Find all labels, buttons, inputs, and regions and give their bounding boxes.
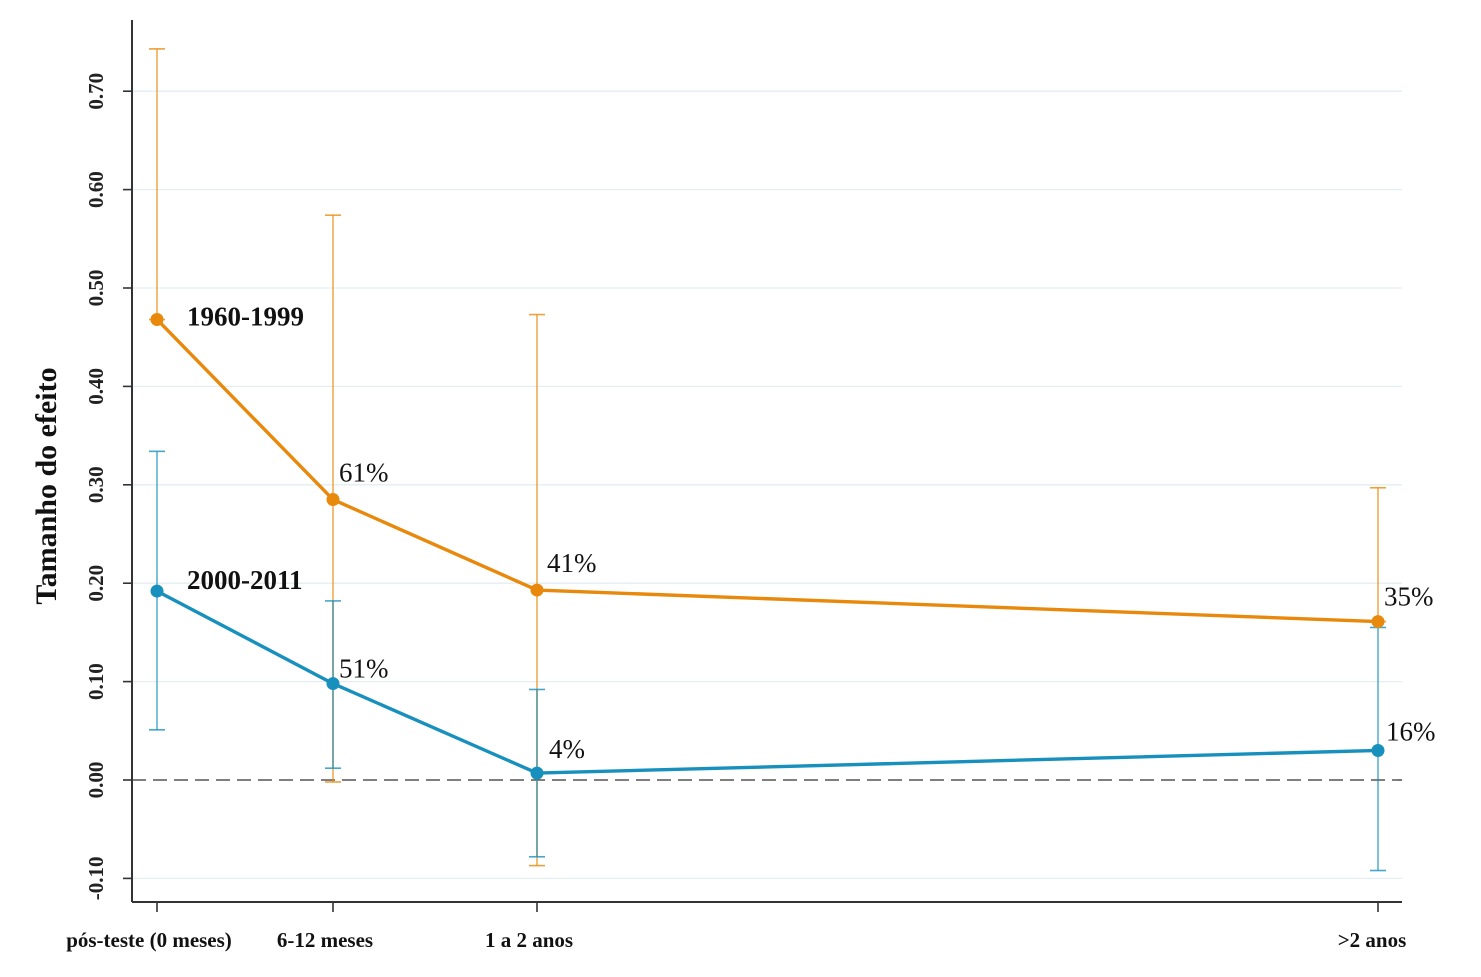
series-lines: [155, 318, 1379, 775]
y-tick-label: 0.30: [84, 466, 108, 503]
gridlines: [132, 90, 1402, 880]
data-labels: 61% 41% 35% 1960-1999 51% 4% 16% 2000-2011: [187, 301, 1436, 764]
data-label: 61%: [339, 458, 389, 488]
x-tick-label: >2 anos: [1338, 928, 1407, 952]
axes: [123, 20, 1402, 912]
x-tick-label: pós-teste (0 meses): [66, 928, 232, 952]
y-tick-label: 0.10: [84, 663, 108, 700]
series-name-label: 1960-1999: [187, 301, 304, 331]
y-tick-label: 0.70: [84, 73, 108, 110]
data-label: 51%: [339, 654, 389, 684]
series-points: [150, 312, 1385, 780]
data-point: [1371, 615, 1385, 629]
data-point: [530, 766, 544, 780]
y-axis-title: Tamanho do efeito: [30, 367, 63, 604]
data-point: [530, 583, 544, 597]
data-point: [150, 312, 164, 326]
y-tick-label: 0.00: [84, 762, 108, 799]
series-line: [156, 589, 1379, 775]
data-label: 4%: [549, 734, 585, 764]
x-tick-labels: pós-teste (0 meses) 6-12 meses 1 a 2 anos >…: [66, 928, 1406, 952]
y-tick-labels: -0.10 0.00 0.10 0.20 0.30 0.40 0.50 0.60 0.70: [84, 73, 108, 900]
x-tick-label: 1 a 2 anos: [485, 928, 573, 952]
data-point: [326, 493, 340, 507]
series-line: [155, 318, 1379, 624]
data-point: [150, 584, 164, 598]
series-name-label: 2000-2011: [187, 565, 303, 595]
y-tick-label: 0.50: [84, 270, 108, 307]
data-label: 35%: [1384, 582, 1434, 612]
data-point: [326, 677, 340, 691]
x-tick-label: 6-12 meses: [277, 928, 373, 952]
y-tick-label: 0.40: [84, 368, 108, 405]
data-point: [1371, 743, 1385, 757]
y-tick-label: -0.10: [84, 857, 108, 901]
error-bars: [149, 48, 1386, 872]
data-label: 41%: [547, 548, 597, 578]
y-tick-label: 0.60: [84, 171, 108, 208]
data-label: 16%: [1386, 716, 1436, 746]
y-tick-label: 0.20: [84, 565, 108, 602]
